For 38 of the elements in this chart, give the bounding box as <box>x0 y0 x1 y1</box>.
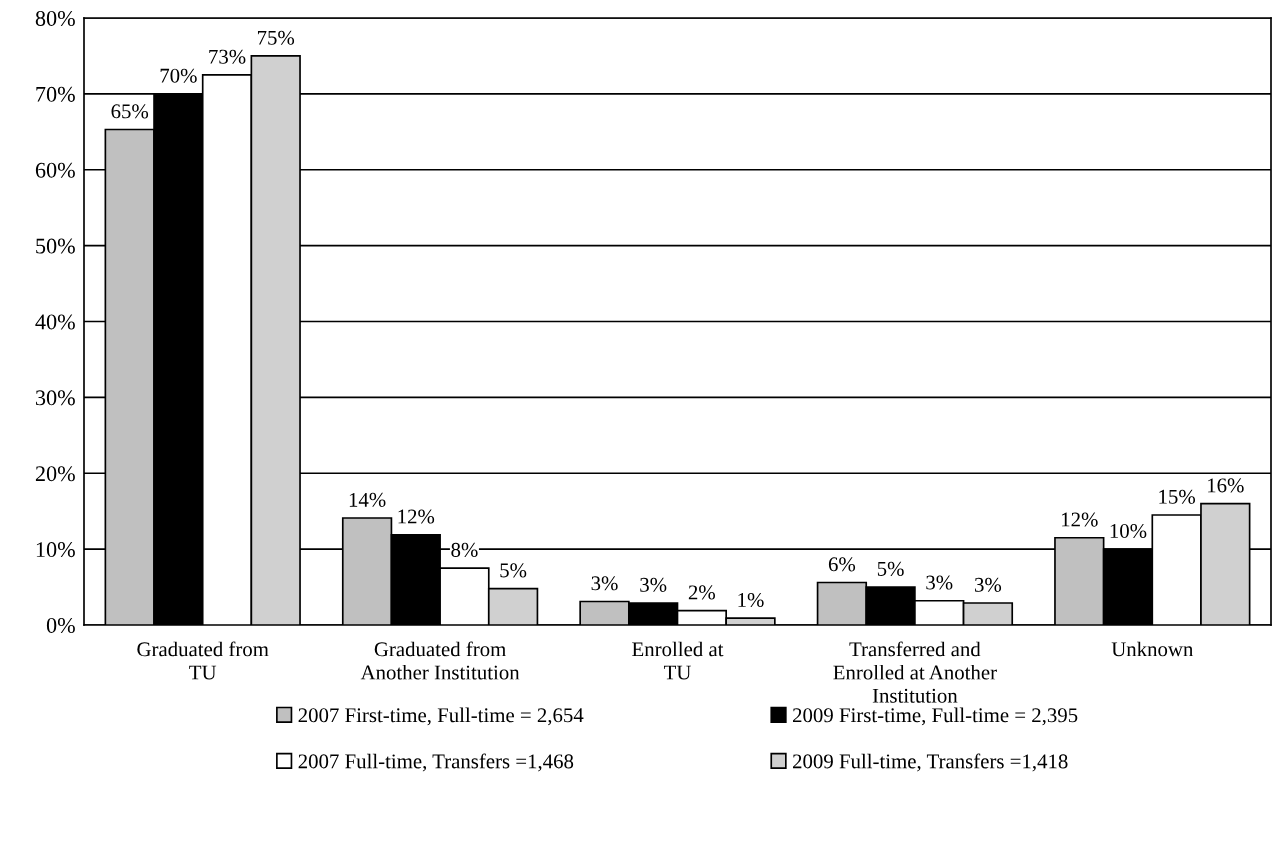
data-label: 1% <box>738 592 764 608</box>
y-tick-label: 30% <box>36 390 75 406</box>
legend-label: 2009 Full-time, Transfers =1,418 <box>793 753 1068 772</box>
data-label: 3% <box>640 577 667 592</box>
y-tick-label: 60% <box>35 162 75 178</box>
x-tick-label: Transferred and Enrolled at Another Institution <box>833 641 997 703</box>
x-tick-label: Enrolled at TU <box>632 641 724 680</box>
data-label: 12% <box>1062 512 1098 527</box>
y-tick-label: 20% <box>35 466 75 482</box>
data-label: 15% <box>1159 489 1196 504</box>
legend-label: 2007 Full-time, Transfers =1,468 <box>298 753 574 772</box>
data-label: 6% <box>828 557 856 572</box>
y-tick-label: 70% <box>36 86 75 102</box>
x-tick-label: Graduated from Another Institution <box>360 641 520 680</box>
data-label: 65% <box>111 104 149 119</box>
data-label: 3% <box>926 575 953 590</box>
data-label: 14% <box>349 492 386 507</box>
data-label: 8% <box>451 542 478 557</box>
data-label: 5% <box>877 561 904 576</box>
legend-label: 2009 First-time, Full-time = 2,395 <box>793 707 1078 726</box>
data-label: 12% <box>398 509 435 524</box>
y-tick-label: 80% <box>35 10 75 26</box>
data-label: 16% <box>1208 478 1244 493</box>
y-tick-label: 10% <box>36 542 75 558</box>
legend-label: 2007 First-time, Full-time = 2,654 <box>298 707 584 726</box>
data-label: 2% <box>688 585 716 600</box>
data-label: 70% <box>160 68 197 83</box>
x-tick-label: Graduated from TU <box>137 641 269 680</box>
y-tick-label: 0% <box>46 617 75 633</box>
data-label: 3% <box>591 576 618 591</box>
y-tick-label: 40% <box>35 314 75 330</box>
data-label: 3% <box>975 577 1002 592</box>
data-label: 10% <box>1110 523 1147 539</box>
y-tick-label: 50% <box>36 238 75 254</box>
data-label: 73% <box>209 49 246 64</box>
x-tick-label: Unknown <box>1111 641 1194 657</box>
data-label: 5% <box>500 563 527 578</box>
data-label: 75% <box>257 30 295 45</box>
